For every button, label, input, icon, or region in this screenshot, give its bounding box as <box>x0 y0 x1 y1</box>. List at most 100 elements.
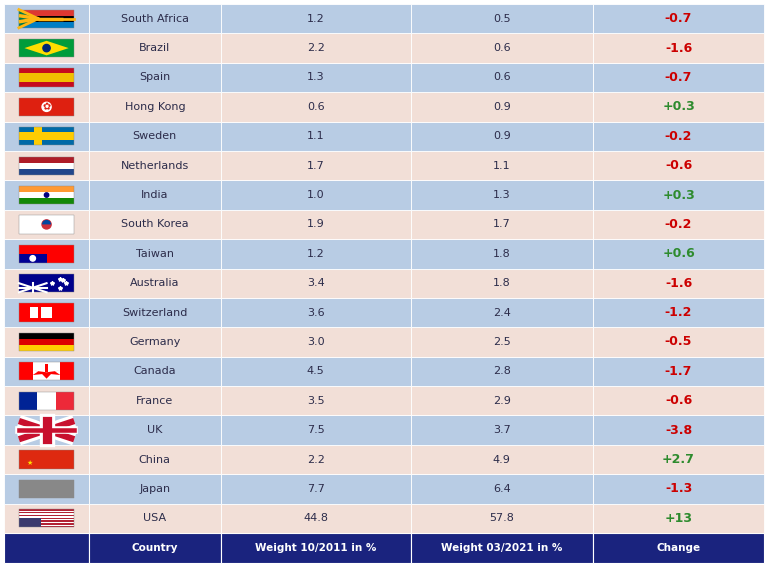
Text: India: India <box>141 190 169 200</box>
Text: 2.4: 2.4 <box>493 307 511 318</box>
Bar <box>19 156 74 163</box>
Bar <box>19 10 74 16</box>
Bar <box>593 92 764 121</box>
Bar <box>19 39 74 57</box>
Bar <box>19 16 74 22</box>
Bar <box>220 416 411 445</box>
Text: Weight 03/2021 in %: Weight 03/2021 in % <box>441 543 562 553</box>
Text: USA: USA <box>144 513 167 523</box>
Bar <box>19 163 74 168</box>
Text: 4.9: 4.9 <box>493 455 511 464</box>
Text: -0.7: -0.7 <box>665 71 692 84</box>
Text: France: France <box>136 396 174 406</box>
Bar <box>19 421 74 439</box>
Bar <box>19 392 38 410</box>
Bar <box>19 73 74 82</box>
Bar <box>4 357 89 386</box>
Text: ★: ★ <box>27 460 33 466</box>
Text: 3.4: 3.4 <box>306 278 324 288</box>
Bar <box>19 512 74 513</box>
Text: 2.2: 2.2 <box>306 43 325 53</box>
Bar <box>220 533 411 563</box>
Bar <box>89 474 220 503</box>
Bar <box>411 239 593 269</box>
Bar <box>4 121 89 151</box>
Text: +0.6: +0.6 <box>662 247 695 260</box>
Bar <box>593 327 764 357</box>
Bar <box>19 333 74 351</box>
Bar <box>220 474 411 503</box>
Text: +0.3: +0.3 <box>662 100 695 113</box>
Bar <box>411 445 593 474</box>
Bar <box>593 533 764 563</box>
Bar <box>4 210 89 239</box>
Bar <box>593 416 764 445</box>
Bar <box>593 33 764 63</box>
Bar <box>56 392 74 410</box>
Text: ✿: ✿ <box>42 102 51 112</box>
Bar <box>593 503 764 533</box>
Bar <box>89 210 220 239</box>
Bar <box>19 127 74 145</box>
Bar <box>4 503 89 533</box>
Bar <box>89 503 220 533</box>
Bar <box>220 445 411 474</box>
Text: 1.3: 1.3 <box>306 73 324 82</box>
Text: -1.3: -1.3 <box>665 483 692 496</box>
Bar <box>89 151 220 180</box>
Bar <box>19 98 74 116</box>
Bar <box>411 92 593 121</box>
Bar <box>19 274 74 293</box>
Polygon shape <box>19 10 38 28</box>
Bar <box>4 92 89 121</box>
Bar <box>61 362 74 380</box>
Bar <box>4 474 89 503</box>
Bar <box>593 121 764 151</box>
Bar <box>19 421 74 439</box>
Bar <box>411 298 593 327</box>
Polygon shape <box>25 41 68 56</box>
Bar <box>19 127 74 145</box>
Bar <box>411 151 593 180</box>
Bar <box>411 357 593 386</box>
Text: 1.1: 1.1 <box>306 131 324 141</box>
Text: Country: Country <box>131 543 178 553</box>
Bar <box>4 533 89 563</box>
Bar <box>19 22 74 28</box>
Text: Netherlands: Netherlands <box>121 160 189 171</box>
Text: -1.6: -1.6 <box>665 277 692 290</box>
Bar <box>4 4 89 33</box>
Bar <box>19 509 74 511</box>
Bar <box>220 210 411 239</box>
Bar <box>4 327 89 357</box>
Text: 2.5: 2.5 <box>493 337 511 347</box>
Bar <box>89 269 220 298</box>
Text: Spain: Spain <box>139 73 170 82</box>
Bar <box>220 92 411 121</box>
Bar <box>89 92 220 121</box>
Bar <box>19 518 41 527</box>
Text: -0.2: -0.2 <box>665 130 692 143</box>
Bar <box>19 523 74 524</box>
Bar <box>593 151 764 180</box>
Bar <box>593 210 764 239</box>
Bar <box>19 22 74 28</box>
Bar <box>19 98 74 116</box>
Bar <box>45 364 48 373</box>
Bar <box>89 121 220 151</box>
Text: 0.5: 0.5 <box>493 14 511 24</box>
Bar <box>19 10 74 28</box>
Text: Germany: Germany <box>129 337 180 347</box>
Text: 7.5: 7.5 <box>306 425 324 435</box>
Bar <box>19 519 74 521</box>
Text: 7.7: 7.7 <box>306 484 325 494</box>
Bar <box>19 515 74 516</box>
Bar <box>19 526 74 527</box>
Bar <box>19 450 74 469</box>
Bar <box>89 386 220 416</box>
Bar <box>19 198 74 204</box>
Bar <box>89 533 220 563</box>
Bar <box>30 307 38 318</box>
Bar <box>220 33 411 63</box>
Bar <box>220 503 411 533</box>
